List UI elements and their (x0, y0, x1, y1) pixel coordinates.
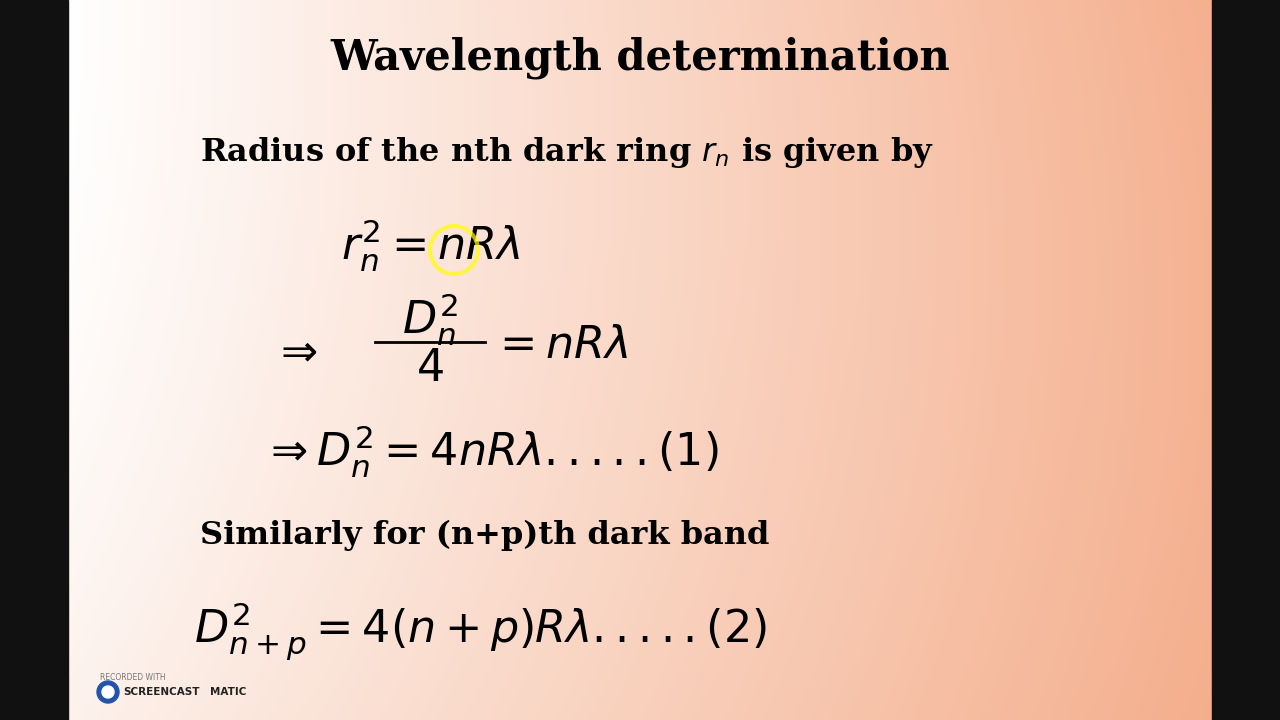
Text: $= nR\lambda$: $= nR\lambda$ (492, 323, 628, 366)
Text: SCREENCAST: SCREENCAST (123, 687, 200, 697)
Text: $\Rightarrow$: $\Rightarrow$ (273, 330, 317, 374)
Text: RECORDED WITH: RECORDED WITH (100, 672, 165, 682)
Text: Similarly for (n+p)th dark band: Similarly for (n+p)th dark band (200, 519, 769, 551)
Bar (1212, 0, 1280, 720)
Text: Radius of the nth dark ring $r_n$ is given by: Radius of the nth dark ring $r_n$ is giv… (200, 135, 934, 171)
Bar (0, 0, 68, 720)
Text: Wavelength determination: Wavelength determination (330, 37, 950, 79)
Text: $\Rightarrow D_n^2 = 4nR\lambda.....(1)$: $\Rightarrow D_n^2 = 4nR\lambda.....(1)$ (261, 423, 718, 480)
Text: $4$: $4$ (416, 346, 444, 390)
Text: $r_n^2 = nR\lambda$: $r_n^2 = nR\lambda$ (340, 217, 520, 274)
Circle shape (102, 686, 114, 698)
Text: MATIC: MATIC (210, 687, 246, 697)
Circle shape (97, 681, 119, 703)
Text: $D_n^2$: $D_n^2$ (402, 292, 458, 348)
Text: $D_{n+p}^2 = 4(n+p)R\lambda.....(2)$: $D_{n+p}^2 = 4(n+p)R\lambda.....(2)$ (193, 601, 767, 663)
